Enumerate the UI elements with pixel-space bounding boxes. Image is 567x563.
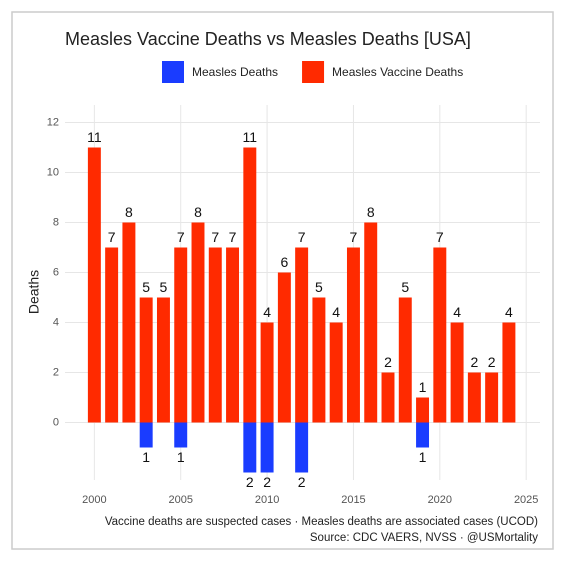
bar: [295, 422, 309, 473]
bar: [156, 297, 170, 423]
y-axis-title: Deaths: [26, 270, 42, 314]
x-tick-label: 2020: [428, 494, 452, 506]
x-tick-label: 2005: [168, 494, 192, 506]
data-label: 1: [142, 449, 150, 465]
data-label: 4: [453, 304, 461, 320]
legend-label: Measles Vaccine Deaths: [332, 65, 463, 79]
bar: [260, 422, 274, 473]
bar: [485, 372, 499, 423]
bar: [277, 272, 291, 423]
bar: [433, 247, 447, 423]
data-label: 4: [505, 304, 513, 320]
bar: [381, 372, 395, 423]
data-label: 5: [160, 279, 168, 295]
bar: [260, 322, 274, 423]
data-label: 1: [419, 449, 427, 465]
x-tick-label: 2000: [82, 494, 106, 506]
bar: [243, 147, 257, 423]
data-label: 5: [142, 279, 150, 295]
data-label: 6: [280, 254, 288, 270]
y-tick-label: 12: [47, 116, 59, 128]
bar: [467, 372, 481, 423]
bar: [122, 222, 136, 423]
bar: [226, 247, 240, 423]
data-label: 11: [87, 129, 102, 145]
y-tick-label: 10: [47, 166, 59, 178]
data-label: 4: [263, 304, 271, 320]
data-label: 8: [367, 204, 375, 220]
y-tick-label: 2: [53, 366, 59, 378]
data-label: 1: [419, 379, 427, 395]
data-label: 1: [177, 449, 185, 465]
bar: [174, 247, 188, 423]
bar: [329, 322, 343, 423]
data-label: 7: [211, 229, 219, 245]
bar: [398, 297, 412, 423]
data-label: 2: [298, 474, 306, 490]
x-tick-label: 2015: [341, 494, 365, 506]
bar: [87, 147, 101, 423]
bar: [139, 297, 153, 423]
data-label: 2: [246, 474, 254, 490]
chart-title: Measles Vaccine Deaths vs Measles Deaths…: [65, 29, 471, 49]
bar: [295, 247, 309, 423]
caption: Vaccine deaths are suspected cases · Mea…: [105, 516, 538, 528]
x-tick-label: 2025: [514, 494, 538, 506]
bar: [346, 247, 360, 423]
legend-label: Measles Deaths: [192, 65, 278, 79]
data-label: 5: [315, 279, 323, 295]
y-tick-label: 0: [53, 416, 59, 428]
y-tick-label: 4: [53, 316, 59, 328]
data-label: 2: [263, 474, 271, 490]
data-label: 7: [108, 229, 116, 245]
bar: [243, 422, 257, 473]
legend-swatch: [302, 61, 325, 83]
data-label: 7: [350, 229, 358, 245]
bar: [450, 322, 464, 423]
data-label: 7: [436, 229, 444, 245]
data-label: 7: [177, 229, 185, 245]
bar: [416, 397, 430, 423]
bar: [364, 222, 378, 423]
bar: [139, 422, 153, 448]
data-label: 7: [229, 229, 237, 245]
data-label: 2: [470, 354, 478, 370]
bar: [416, 422, 430, 448]
data-label: 4: [332, 304, 340, 320]
y-tick-label: 6: [53, 266, 59, 278]
data-label: 11: [243, 129, 258, 145]
bar: [105, 247, 119, 423]
bar: [191, 222, 205, 423]
bar: [208, 247, 222, 423]
bar: [174, 422, 188, 448]
y-tick-label: 8: [53, 216, 59, 228]
legend-swatch: [162, 61, 184, 83]
data-label: 7: [298, 229, 306, 245]
data-label: 5: [401, 279, 409, 295]
x-tick-label: 2010: [255, 494, 279, 506]
caption: Source: CDC VAERS, NVSS · @USMortality: [310, 532, 538, 544]
bar: [312, 297, 326, 423]
data-label: 2: [488, 354, 496, 370]
bar: [502, 322, 516, 423]
data-label: 8: [125, 204, 133, 220]
data-label: 2: [384, 354, 392, 370]
data-label: 8: [194, 204, 202, 220]
